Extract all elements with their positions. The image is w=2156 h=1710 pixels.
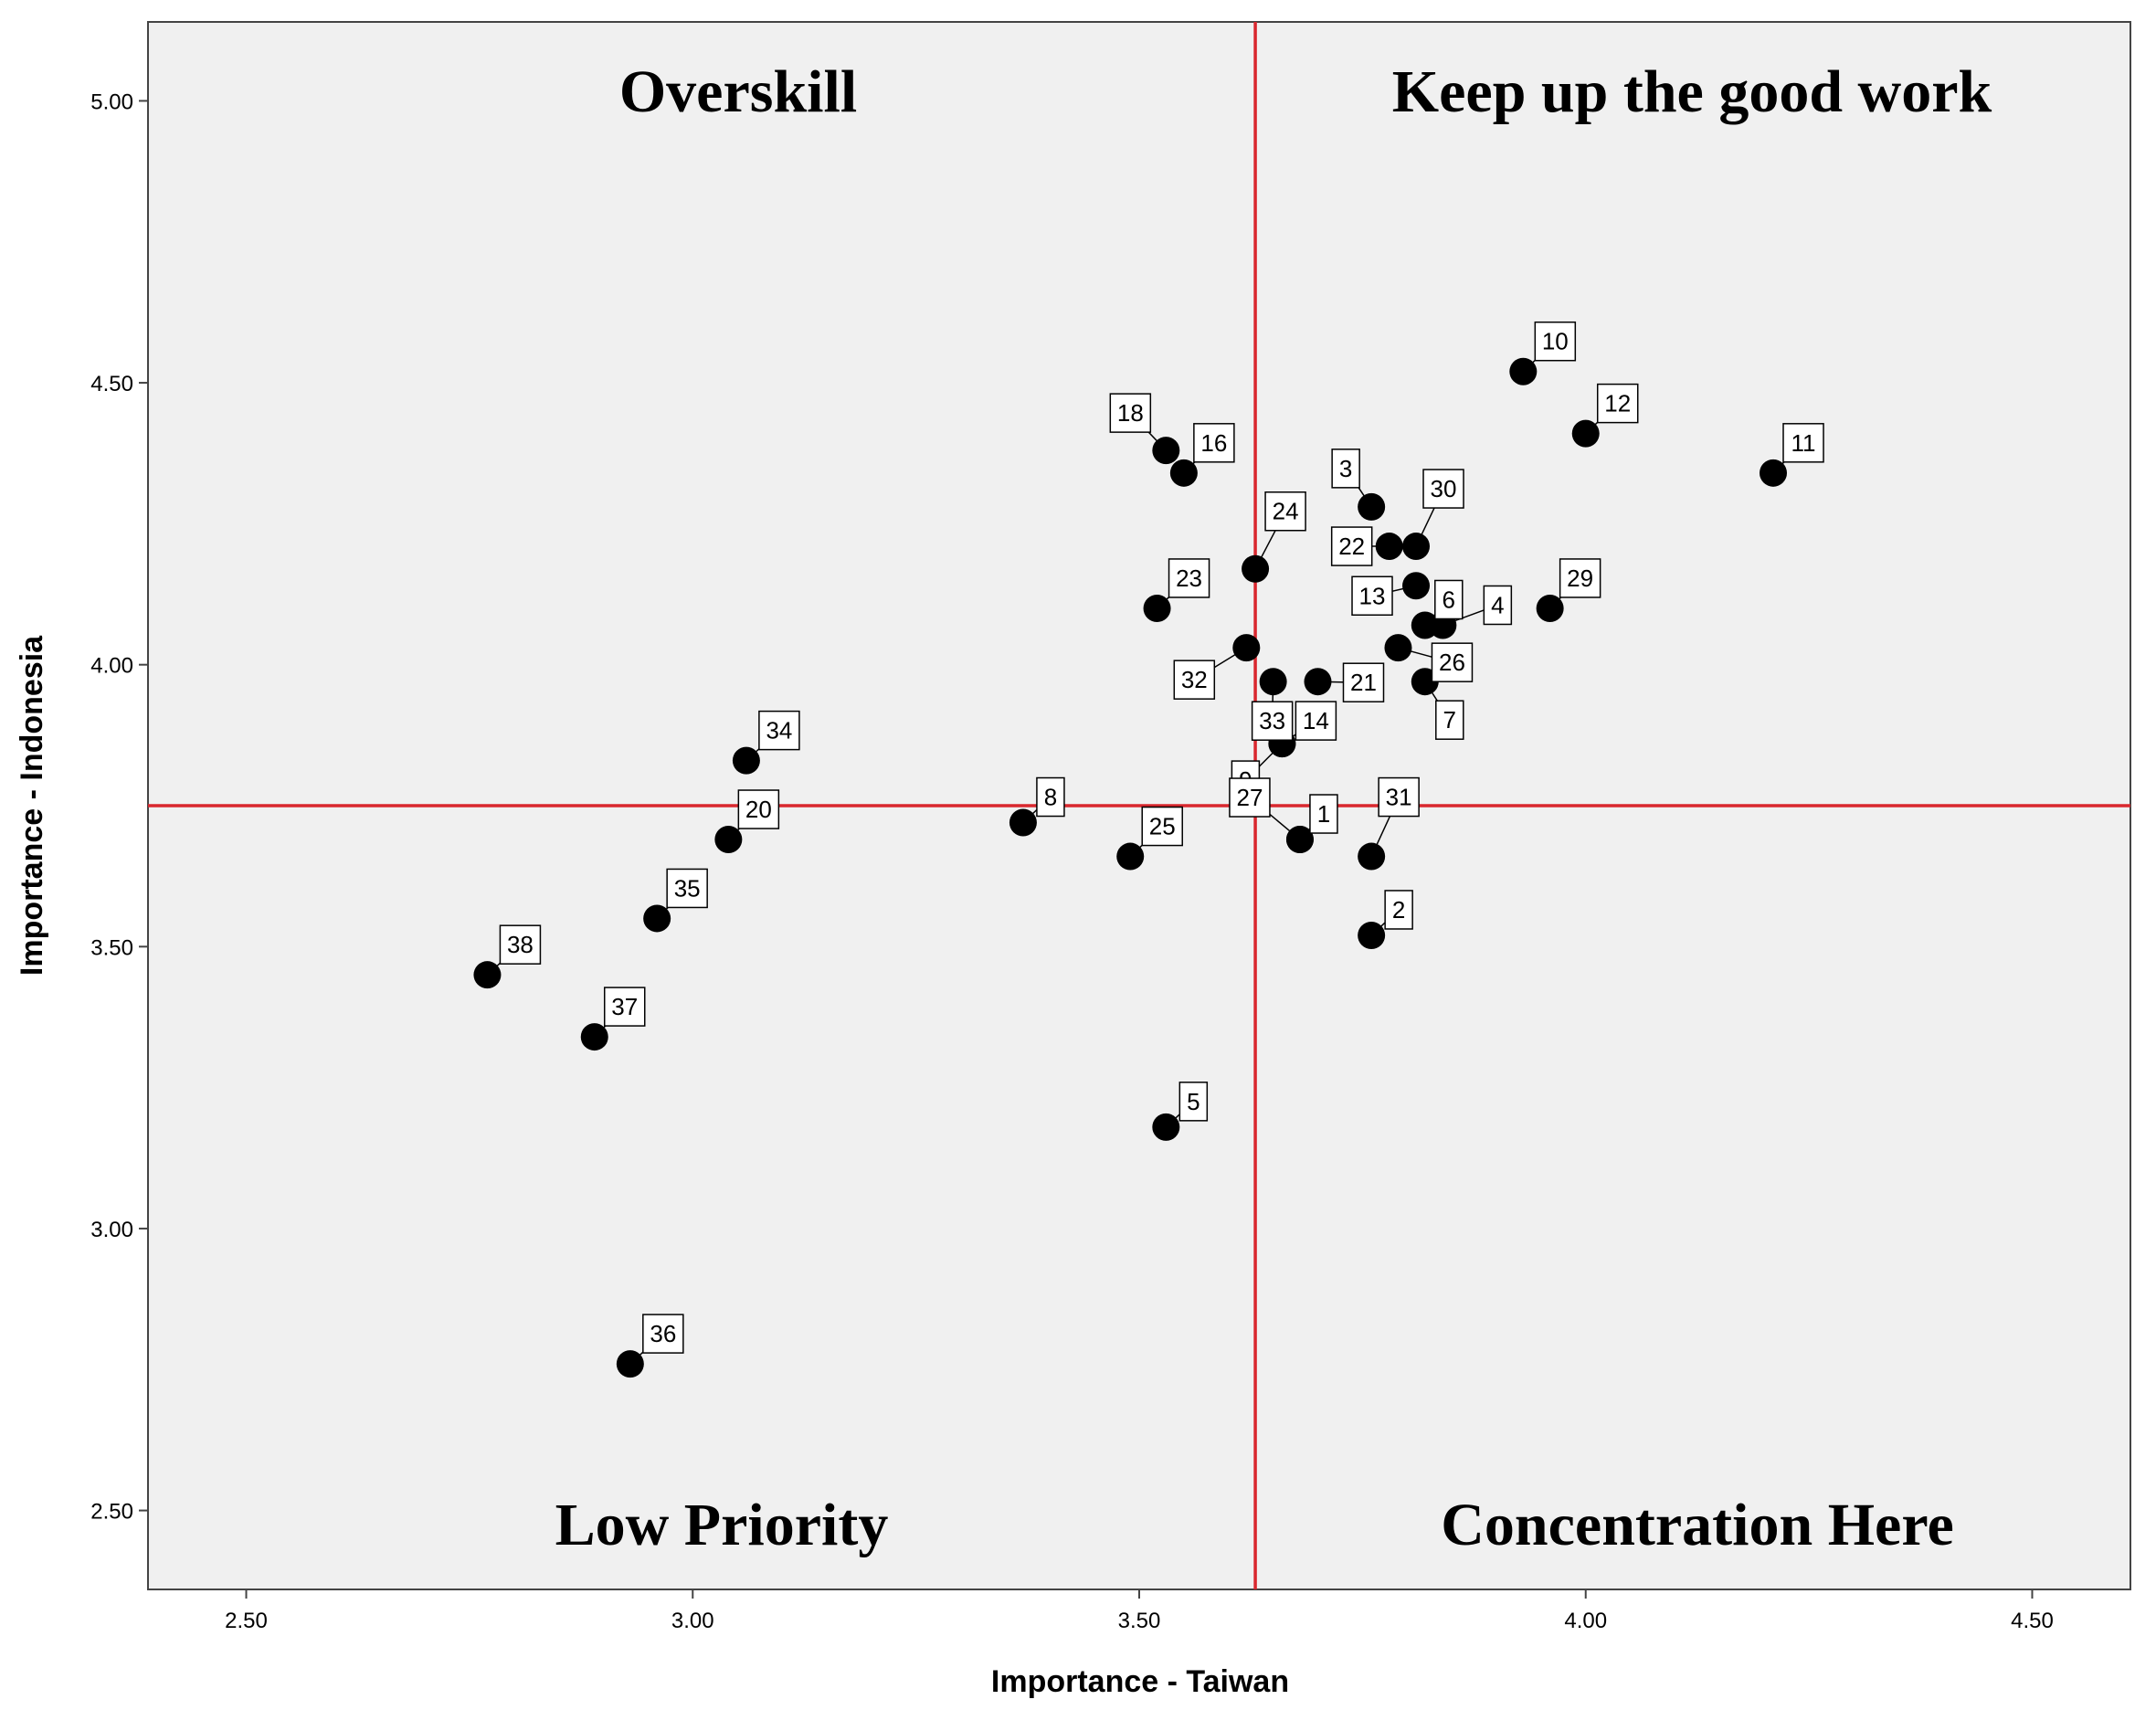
- y-tick-label: 3.00: [90, 1218, 133, 1242]
- label-box: [666, 868, 708, 909]
- label-box: [1109, 393, 1152, 433]
- label-box: [603, 987, 646, 1027]
- label-box: [1422, 469, 1464, 509]
- point-label: 23: [1176, 565, 1202, 592]
- point-label: 6: [1443, 586, 1455, 613]
- point-label: 24: [1273, 498, 1299, 525]
- point-label: 35: [674, 874, 701, 902]
- label-box: [499, 924, 542, 965]
- x-tick-label: 4.50: [2011, 1609, 2054, 1633]
- label-box: [1229, 777, 1271, 818]
- point-label: 25: [1149, 813, 1176, 840]
- point-label: 22: [1338, 533, 1365, 560]
- y-tick-label: 2.50: [90, 1500, 133, 1525]
- label-box: [642, 1314, 684, 1354]
- x-tick-label: 4.00: [1564, 1609, 1607, 1633]
- label-box: [1251, 701, 1294, 741]
- x-axis-title: Importance - Taiwan: [991, 1664, 1289, 1699]
- label-box: [1168, 558, 1210, 598]
- label-box: [1309, 794, 1338, 834]
- label-box: [1431, 642, 1474, 682]
- y-tick-label: 4.00: [90, 654, 133, 679]
- label-box: [1141, 806, 1183, 847]
- label-box: [1173, 660, 1216, 700]
- point-label: 29: [1567, 565, 1593, 592]
- point-label: 26: [1439, 649, 1465, 676]
- y-tick-label: 3.50: [90, 935, 133, 960]
- x-tick-label: 3.50: [1118, 1609, 1161, 1633]
- point-label: 13: [1359, 582, 1386, 609]
- label-box: [1351, 575, 1393, 617]
- quadrant-label-bottom-right: Concentration Here: [1441, 1492, 1953, 1558]
- label-box: [1331, 449, 1360, 489]
- point-label: 1: [1317, 800, 1330, 828]
- label-box: [1434, 579, 1464, 620]
- point-label: 38: [507, 931, 534, 958]
- label-box: [758, 710, 800, 751]
- point-label: 37: [611, 993, 638, 1020]
- y-tick-label: 5.00: [90, 90, 133, 114]
- point-label: 36: [650, 1320, 676, 1347]
- label-box: [1559, 558, 1601, 598]
- point-label: 7: [1443, 706, 1456, 734]
- label-box: [1342, 662, 1385, 702]
- point-label: 2: [1392, 896, 1405, 924]
- point-label: 4: [1491, 591, 1504, 618]
- point-label: 21: [1350, 669, 1377, 696]
- label-box: [1534, 321, 1577, 362]
- label-box: [1782, 423, 1824, 463]
- label-box: [1295, 701, 1337, 741]
- point-label: 10: [1542, 328, 1569, 355]
- x-tick-label: 2.50: [225, 1609, 268, 1633]
- point-label: 18: [1117, 399, 1144, 427]
- point-label: 11: [1791, 429, 1816, 457]
- point-label: 20: [745, 796, 772, 823]
- point-label: 31: [1386, 784, 1412, 811]
- point-label: 14: [1303, 707, 1329, 734]
- label-box: [1435, 700, 1464, 740]
- label-box: [1378, 776, 1420, 818]
- label-box: [1036, 776, 1065, 818]
- x-tick-label: 3.00: [671, 1609, 714, 1633]
- point-label: 32: [1181, 666, 1208, 693]
- label-box: [737, 789, 780, 829]
- point-label: 33: [1259, 707, 1285, 734]
- quadrant-label-top-left: Overskill: [619, 58, 857, 125]
- label-box: [1596, 383, 1639, 424]
- point-label: 12: [1604, 390, 1631, 417]
- label-box: [1178, 1082, 1209, 1122]
- quadrant-label-bottom-left: Low Priority: [555, 1492, 889, 1558]
- point-label: 5: [1187, 1088, 1200, 1115]
- point-label: 3: [1339, 455, 1352, 482]
- point-label: 16: [1200, 429, 1227, 457]
- point-label: 30: [1431, 475, 1457, 502]
- label-box: [1384, 890, 1413, 930]
- y-axis-title: Importance - Indonesia: [15, 635, 49, 976]
- point-label: 27: [1236, 784, 1263, 811]
- point-label: 8: [1044, 784, 1057, 811]
- label-box: [1483, 585, 1513, 626]
- y-tick-label: 4.50: [90, 372, 133, 396]
- point-label: 34: [766, 717, 792, 744]
- label-box: [1330, 526, 1373, 566]
- label-box: [1264, 491, 1306, 532]
- label-box: [1193, 423, 1235, 463]
- quadrant-label-top-right: Keep up the good work: [1392, 58, 1992, 125]
